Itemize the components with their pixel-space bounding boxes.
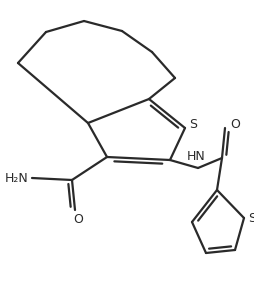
Text: S: S	[189, 119, 197, 132]
Text: S: S	[248, 212, 254, 225]
Text: O: O	[230, 119, 240, 132]
Text: HN: HN	[187, 150, 205, 163]
Text: H₂N: H₂N	[5, 171, 29, 185]
Text: O: O	[73, 213, 83, 226]
